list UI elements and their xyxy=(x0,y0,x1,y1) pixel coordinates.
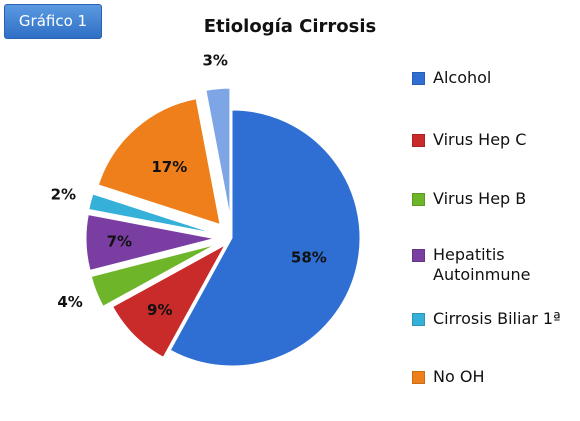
legend-item-4: Hepatitis Autoinmune xyxy=(412,245,530,285)
pie-slice-2 xyxy=(112,243,227,358)
legend-item-6: No OH xyxy=(412,367,484,387)
slice-label-3: 4% xyxy=(57,293,82,311)
legend-swatch xyxy=(412,72,425,85)
legend-label: Hepatitis Autoinmune xyxy=(433,245,531,284)
legend-swatch xyxy=(412,249,425,262)
legend-swatch xyxy=(412,313,425,326)
legend-label: Cirrosis Biliar 1ª xyxy=(433,309,561,328)
chart-legend: Alcohol Virus Hep C Virus Hep B Hepatitis A… xyxy=(412,0,580,421)
slice-label-1: 58% xyxy=(291,249,327,267)
legend-swatch xyxy=(412,134,425,147)
legend-label: Alcohol xyxy=(433,68,492,87)
legend-swatch xyxy=(412,371,425,384)
legend-item-5: Cirrosis Biliar 1ª xyxy=(412,309,561,329)
chart-number-badge: Gráfico 1 xyxy=(4,4,102,39)
pie-slice-6 xyxy=(97,98,221,226)
slice-label-6: 17% xyxy=(151,158,187,176)
pie-slice-7 xyxy=(205,87,231,217)
legend-label: Virus Hep B xyxy=(433,189,527,208)
legend-item-3: Virus Hep B xyxy=(412,189,526,209)
slice-label-7: 3% xyxy=(202,52,227,70)
pie-slice-3 xyxy=(90,244,216,307)
pie-slice-5 xyxy=(88,193,215,235)
slice-label-2: 9% xyxy=(147,301,172,319)
legend-label: Virus Hep C xyxy=(433,130,527,149)
legend-item-2: Virus Hep C xyxy=(412,130,526,150)
legend-item-1: Alcohol xyxy=(412,68,491,88)
pie-slice-1 xyxy=(169,109,361,367)
slice-label-5: 2% xyxy=(51,186,76,204)
pie-chart: 58% 9% 4% 7% 2% 17% 3% xyxy=(51,52,361,367)
chart-title: Etiología Cirrosis xyxy=(203,16,377,37)
slice-label-4: 7% xyxy=(107,233,132,251)
pie-slice-4 xyxy=(85,213,215,272)
legend-swatch xyxy=(412,193,425,206)
legend-label: No OH xyxy=(433,367,485,386)
